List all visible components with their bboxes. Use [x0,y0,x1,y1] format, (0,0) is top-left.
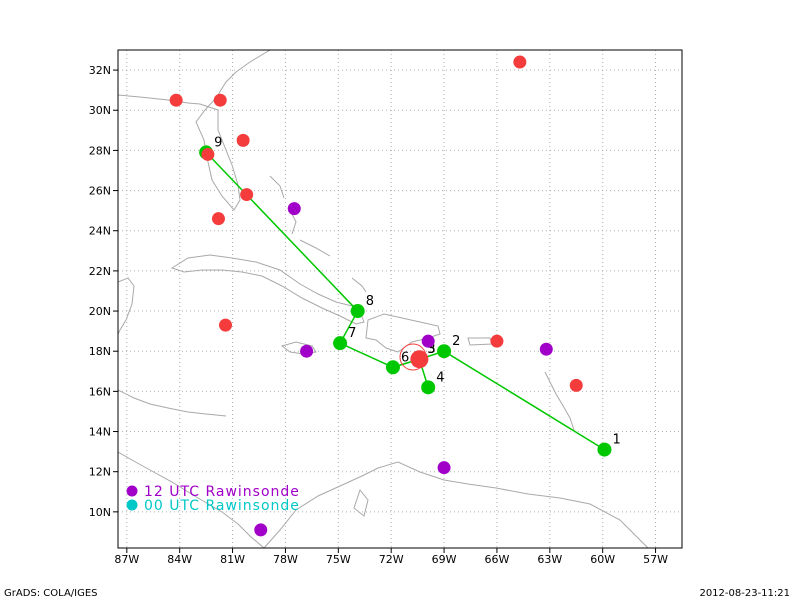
raob-12utc-stations [254,202,553,537]
footer-timestamp: 2012-08-23-11:21 [699,588,790,599]
track-point-label: 3 [427,342,435,357]
y-tick-label: 18N [89,345,111,358]
raob-station-12utc [437,461,451,475]
track-point-label: 7 [348,326,356,341]
raob-station-00utc [240,188,254,202]
x-tick-label: 81W [220,553,245,566]
legend-label-00utc: 00 UTC Rawinsonde [144,498,300,514]
track-point [333,336,348,351]
y-tick-label: 10N [89,506,111,519]
x-tick-label: 69W [432,553,457,566]
raob-station-00utc [213,93,227,107]
raob-station-00utc [236,133,250,147]
raob-station-00utc [211,212,225,226]
track-point-label: 8 [366,294,374,309]
map-border [117,49,683,549]
raob-station-00utc [569,378,583,392]
legend: 12 UTC Rawinsonde 00 UTC Rawinsonde [126,484,300,514]
raob-station-12utc [254,523,268,537]
coastlines [118,50,649,548]
y-tick-label: 20N [89,305,111,318]
axes: 87W 84W 81W 78W 75W 72W 69W 66W 63W 60W 57W 10N 12N 1… [89,64,668,566]
legend-swatch-00utc [126,499,138,511]
y-tick-label: 28N [89,144,111,157]
raob-station-00utc [169,93,183,107]
y-tick-label: 24N [89,225,111,238]
track-point-label: 6 [401,350,409,365]
raob-00utc-stations [169,55,583,392]
x-tick-label: 84W [167,553,192,566]
current-position-ring [399,343,427,371]
x-tick-label: 60W [590,553,615,566]
raob-station-00utc [513,55,527,69]
raob-station-12utc [287,202,301,216]
y-tick-label: 16N [89,385,111,398]
x-tick-label: 63W [537,553,562,566]
track-point-label: 5 [427,342,435,357]
x-tick-label: 78W [273,553,298,566]
track-point [597,442,612,457]
x-tick-label: 66W [485,553,510,566]
track-line [205,151,605,451]
track-point [350,304,365,319]
legend-swatch-12utc [126,485,138,497]
footer-credit: GrADS: COLA/IGES [4,588,98,599]
track-point [437,344,452,359]
storm-track: 1 2 345 6 7 8 9 [199,135,621,457]
track-point [385,360,400,375]
y-tick-label: 22N [89,265,111,278]
y-tick-label: 12N [89,466,111,479]
track-point-label: 4 [436,370,444,385]
y-tick-label: 26N [89,185,111,198]
raob-station-12utc [539,342,553,356]
y-tick-label: 30N [89,104,111,117]
legend-label-12utc: 12 UTC Rawinsonde [144,484,300,500]
track-point [421,380,436,395]
raob-station-00utc [490,334,504,348]
raob-station-00utc [201,147,215,161]
x-tick-label: 87W [114,553,139,566]
track-point-label: 1 [612,433,620,448]
y-tick-label: 14N [89,426,111,439]
x-tick-label: 57W [643,553,668,566]
raob-station-12utc [421,334,435,348]
raob-station-12utc [300,344,314,358]
grid-lines [118,50,682,548]
x-tick-label: 75W [326,553,351,566]
track-point-label: 2 [452,334,460,349]
raob-station-00utc [219,318,233,332]
y-tick-label: 32N [89,64,111,77]
x-tick-label: 72W [379,553,404,566]
track-point-label: 9 [214,135,222,150]
